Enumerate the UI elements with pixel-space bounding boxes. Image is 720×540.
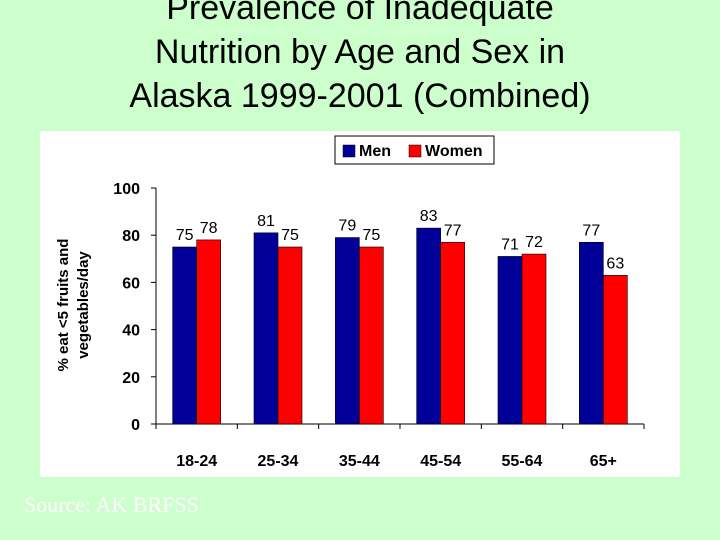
bar-women — [196, 239, 221, 425]
data-label: 79 — [338, 218, 356, 235]
y-tick-label: 0 — [131, 417, 140, 434]
bar-men — [172, 246, 197, 425]
legend-swatch-men — [342, 144, 356, 158]
title-line: Nutrition by Age and Sex in — [154, 33, 566, 71]
chart-panel: 0 20 40 60 80 100 75 78 18-24 81 75 25-34 79 75 35-44 8… — [40, 131, 680, 477]
bar-men — [253, 232, 279, 425]
data-label: 75 — [176, 227, 194, 244]
bar-men — [335, 237, 360, 425]
data-label: 71 — [501, 236, 519, 253]
bar-women — [440, 241, 465, 425]
data-label: 77 — [582, 222, 600, 239]
data-label: 81 — [257, 213, 275, 230]
data-label: 63 — [606, 255, 624, 272]
y-tick-label: 60 — [122, 275, 140, 292]
data-label: 75 — [281, 227, 299, 244]
data-label: 78 — [200, 220, 218, 237]
y-axis-title-line: % eat <5 fruits and — [55, 239, 72, 372]
y-axis-title-line: vegetables/day — [75, 251, 92, 359]
bar-women — [521, 253, 547, 425]
bar-women — [603, 275, 628, 425]
bar-chart: 0 20 40 60 80 100 75 78 18-24 81 75 25-34 79 75 35-44 8… — [55, 135, 645, 470]
data-label: 77 — [444, 222, 462, 239]
x-tick-label: 45-54 — [420, 453, 461, 470]
x-tick-label: 25-34 — [258, 453, 299, 470]
title-line: Prevalence of Inadequate — [166, 0, 554, 27]
data-label: 75 — [362, 227, 380, 244]
title-line: Alaska 1999-2001 (Combined) — [129, 77, 591, 115]
x-tick-label: 35-44 — [339, 453, 380, 470]
source-note: Source: AK BRFSS — [24, 492, 199, 517]
legend-label-men: Men — [359, 143, 391, 160]
x-tick-label: 65+ — [590, 453, 617, 470]
y-axis-title: % eat <5 fruits and vegetables/day — [55, 239, 92, 372]
legend-swatch-women — [408, 144, 422, 158]
y-tick-label: 100 — [113, 181, 140, 198]
bar-women — [359, 246, 384, 425]
bar-men — [416, 227, 441, 425]
data-label: 72 — [525, 234, 543, 251]
x-tick-label: 18-24 — [176, 453, 217, 470]
legend-label-women: Women — [425, 143, 482, 160]
x-tick-label: 55-64 — [502, 453, 543, 470]
bar-women — [277, 246, 303, 425]
slide-title: Prevalence of Inadequate Nutrition by Ag… — [0, 0, 720, 118]
data-label: 83 — [420, 208, 438, 225]
y-tick-label: 40 — [122, 323, 140, 340]
bar-men — [579, 241, 604, 425]
y-tick-label: 80 — [122, 228, 140, 245]
y-tick-label: 20 — [122, 370, 140, 387]
bar-men — [497, 256, 523, 425]
